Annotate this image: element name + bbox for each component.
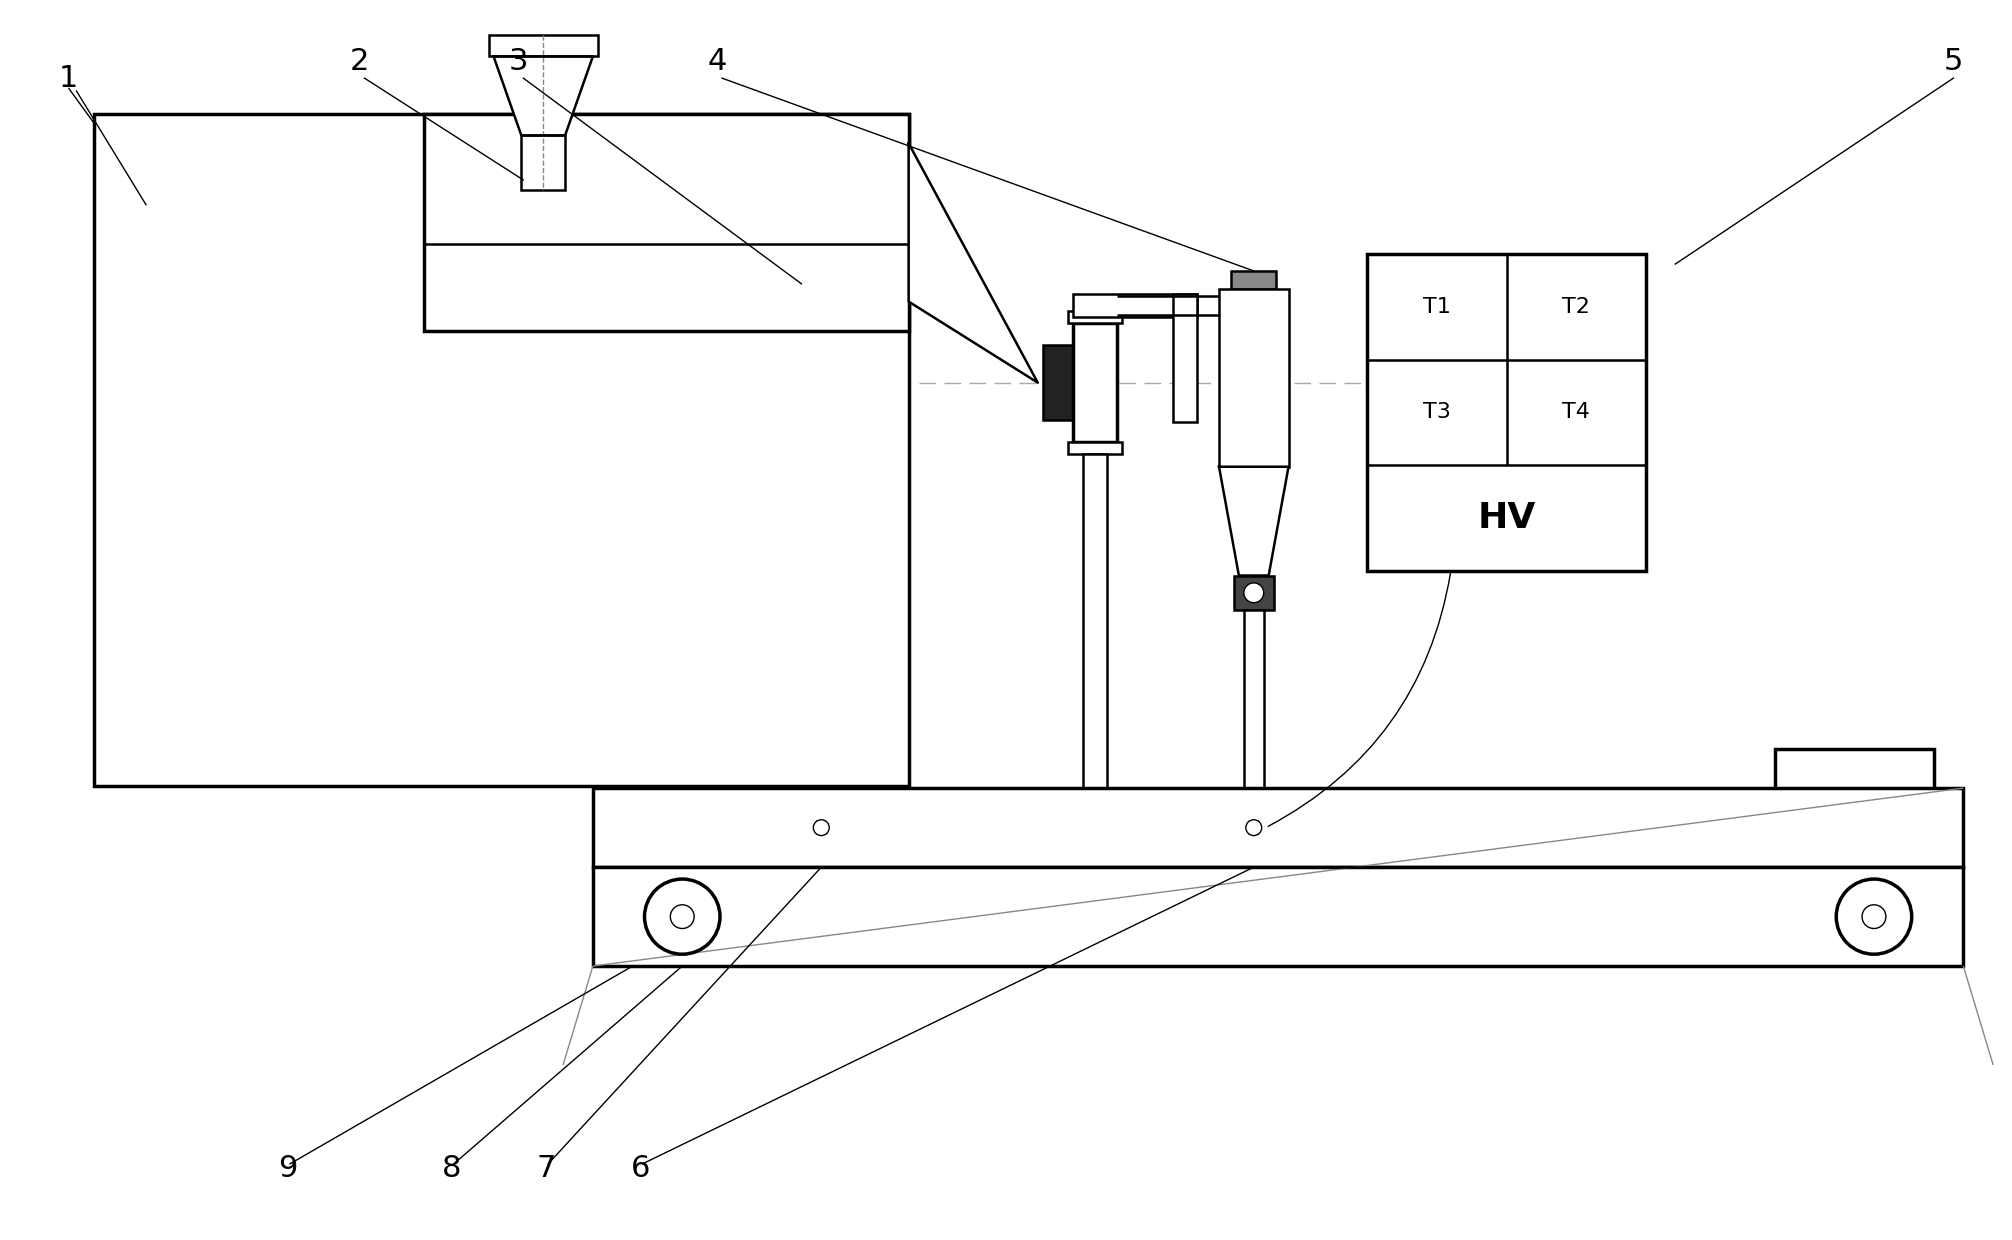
Bar <box>1368 254 1646 570</box>
Bar <box>1775 749 1934 842</box>
Bar <box>1068 311 1123 324</box>
FancyArrowPatch shape <box>1268 573 1451 826</box>
Text: 4: 4 <box>708 47 726 76</box>
Circle shape <box>670 905 694 929</box>
Text: T3: T3 <box>1422 402 1451 423</box>
Text: HV: HV <box>1477 501 1535 534</box>
Bar <box>1072 324 1117 441</box>
Text: 5: 5 <box>1944 47 1964 76</box>
Polygon shape <box>909 144 1038 383</box>
Polygon shape <box>1219 466 1288 575</box>
Bar <box>521 135 565 190</box>
Text: T1: T1 <box>1422 296 1451 317</box>
Circle shape <box>1243 583 1264 603</box>
Text: 9: 9 <box>278 1154 298 1183</box>
Text: 1: 1 <box>58 63 78 93</box>
Text: 7: 7 <box>537 1154 555 1183</box>
Polygon shape <box>493 56 594 135</box>
Bar <box>425 114 909 331</box>
Bar <box>1173 294 1197 423</box>
Circle shape <box>644 879 720 955</box>
Bar <box>1231 272 1276 289</box>
Bar <box>1072 294 1197 317</box>
Circle shape <box>1245 820 1262 836</box>
Bar <box>1219 289 1288 466</box>
Text: 6: 6 <box>632 1154 650 1183</box>
Bar <box>489 35 598 56</box>
Text: T2: T2 <box>1561 296 1589 317</box>
Bar <box>95 114 909 786</box>
Bar <box>594 789 1964 867</box>
Text: 2: 2 <box>350 47 368 76</box>
Bar <box>1243 610 1264 789</box>
Text: 8: 8 <box>443 1154 461 1183</box>
Bar <box>1042 345 1072 420</box>
Text: T4: T4 <box>1561 402 1589 423</box>
Bar <box>1233 575 1274 610</box>
Bar <box>594 867 1964 966</box>
Bar <box>1068 441 1123 454</box>
Bar <box>1082 454 1107 789</box>
Circle shape <box>1861 905 1885 929</box>
Circle shape <box>813 820 829 836</box>
Text: 3: 3 <box>509 47 527 76</box>
Circle shape <box>1837 879 1911 955</box>
